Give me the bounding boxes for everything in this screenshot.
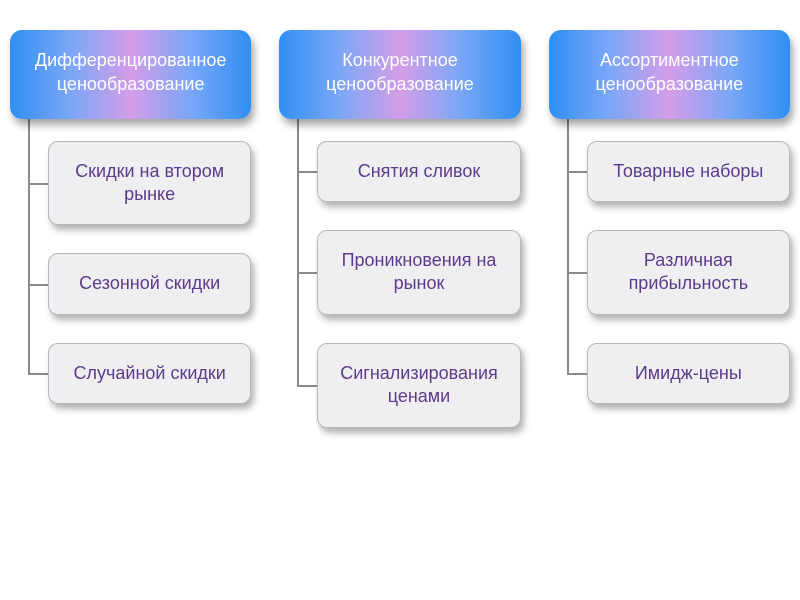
connector-horizontal	[297, 385, 317, 387]
connector-horizontal	[297, 272, 317, 274]
child-text: Снятия сливок	[358, 161, 481, 181]
child-text: Проникновения на рынок	[342, 250, 497, 293]
child-node: Товарные наборы	[587, 141, 790, 202]
connector-horizontal	[28, 284, 48, 286]
child-node: Различная прибыльность	[587, 230, 790, 315]
child-node: Сезонной скидки	[48, 253, 251, 314]
child-text: Товарные наборы	[613, 161, 763, 181]
child-node: Скидки на втором рынке	[48, 141, 251, 226]
children-wrap: Товарные наборы Различная прибыльность И…	[549, 119, 790, 405]
children-wrap: Скидки на втором рынке Сезонной скидки С…	[10, 119, 251, 405]
child-node: Сигнализирования ценами	[317, 343, 520, 428]
connector-horizontal	[297, 171, 317, 173]
header-text: Ассортиментное ценообразование	[595, 50, 743, 94]
header-text: Конкурентное ценообразование	[326, 50, 474, 94]
child-node: Проникновения на рынок	[317, 230, 520, 315]
child-text: Скидки на втором рынке	[75, 161, 224, 204]
column-header: Дифференцированное ценообразование	[10, 30, 251, 119]
connector-horizontal	[567, 272, 587, 274]
connector-horizontal	[567, 373, 587, 375]
children-wrap: Снятия сливок Проникновения на рынок Сиг…	[279, 119, 520, 428]
column-header: Ассортиментное ценообразование	[549, 30, 790, 119]
column-0: Дифференцированное ценообразование Скидк…	[10, 30, 251, 428]
connector-vertical	[297, 119, 299, 386]
child-text: Сезонной скидки	[79, 273, 220, 293]
column-1: Конкурентное ценообразование Снятия слив…	[279, 30, 520, 428]
column-2: Ассортиментное ценообразование Товарные …	[549, 30, 790, 428]
child-node: Имидж-цены	[587, 343, 790, 404]
child-node: Случайной скидки	[48, 343, 251, 404]
child-text: Различная прибыльность	[629, 250, 749, 293]
connector-vertical	[567, 119, 569, 374]
connector-horizontal	[28, 183, 48, 185]
child-text: Сигнализирования ценами	[340, 363, 498, 406]
connector-vertical	[28, 119, 30, 374]
connector-horizontal	[28, 373, 48, 375]
child-text: Случайной скидки	[74, 363, 226, 383]
header-text: Дифференцированное ценообразование	[35, 50, 227, 94]
column-header: Конкурентное ценообразование	[279, 30, 520, 119]
connector-horizontal	[567, 171, 587, 173]
child-text: Имидж-цены	[635, 363, 742, 383]
child-node: Снятия сливок	[317, 141, 520, 202]
diagram-root: Дифференцированное ценообразование Скидк…	[0, 0, 800, 428]
